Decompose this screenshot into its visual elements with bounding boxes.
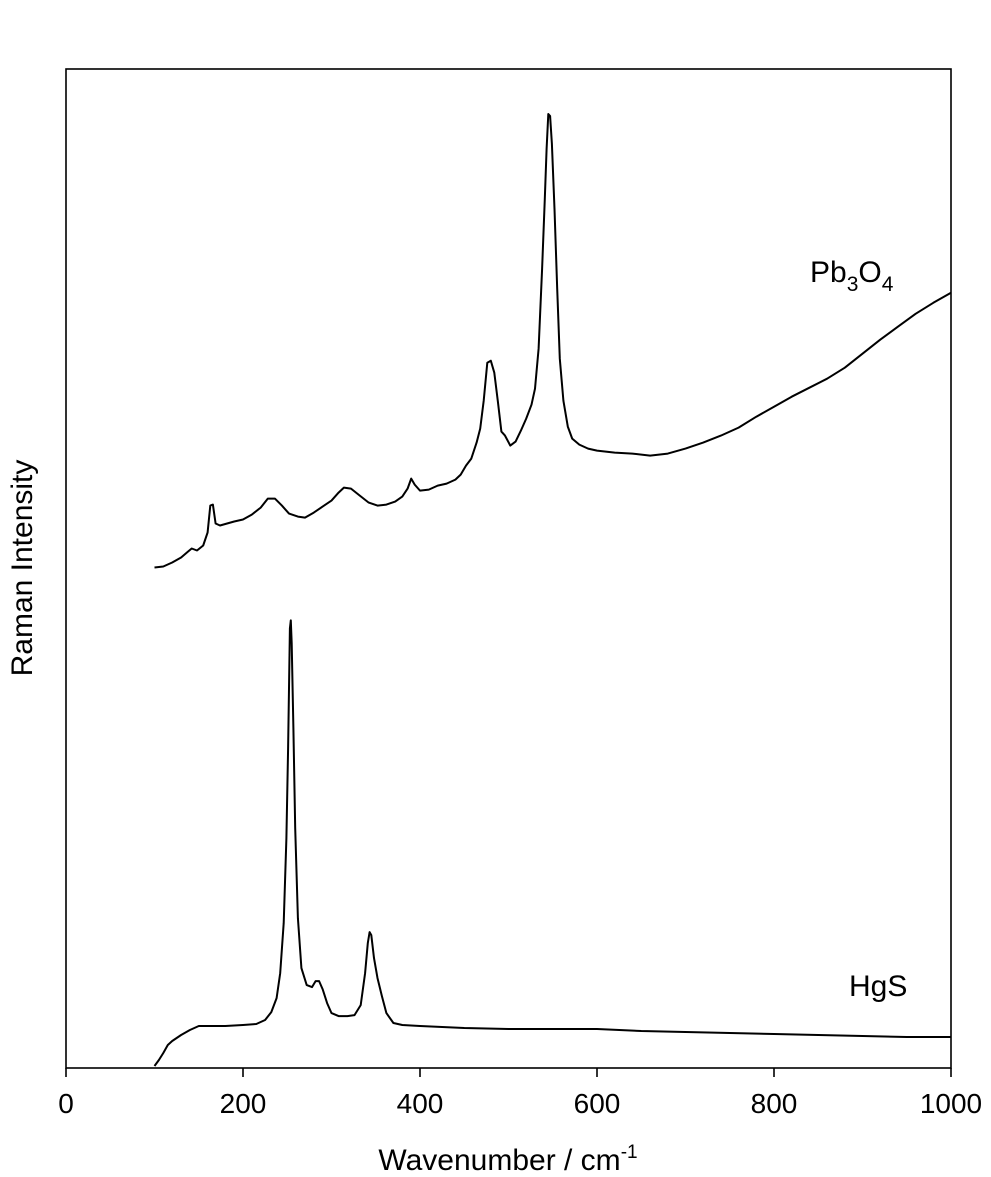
series-line-pb3o4 <box>154 113 952 569</box>
x-axis-title: Wavenumber / cm-1 <box>378 1142 637 1177</box>
x-tick-label: 400 <box>397 1088 444 1119</box>
x-tick-label: 800 <box>751 1088 798 1119</box>
series-label-hgs: HgS <box>849 970 907 1003</box>
plot-frame <box>65 68 952 1069</box>
y-axis-title: Raman Intensity <box>6 460 39 677</box>
series-layer <box>153 113 952 1067</box>
x-tick-label: 200 <box>220 1088 267 1119</box>
x-tick-label: 0 <box>58 1088 74 1119</box>
x-tick-label: 600 <box>574 1088 621 1119</box>
x-axis-ticks: 0 200 400 600 800 1000 <box>58 1068 982 1119</box>
series-line-hgs <box>153 619 951 1067</box>
x-tick-label: 1000 <box>920 1088 982 1119</box>
series-label-pb3o4: Pb3O4 <box>810 256 894 296</box>
